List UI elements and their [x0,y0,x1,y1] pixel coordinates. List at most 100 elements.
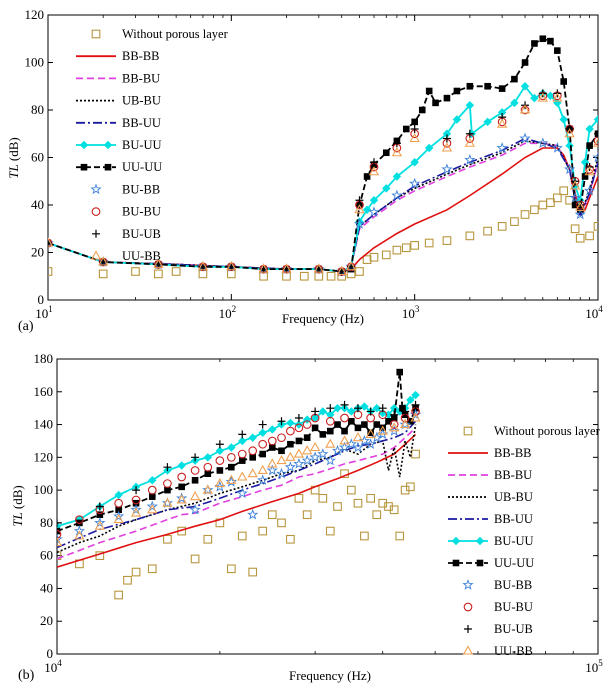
data-point-bu-uu [362,205,372,214]
data-point-bu-uu [530,93,539,103]
legend-label: BU-BU [494,600,533,614]
data-point-bu-ub [392,139,401,148]
data-point-bu-uu [392,172,402,181]
y-tick-label: 100 [25,55,45,70]
data-point-without-porous-layer [294,493,304,503]
data-point-bu-ub [465,129,474,138]
data-point-bu-uu [483,117,492,127]
data-point-without-porous-layer [286,534,295,544]
data-point-uu-bb [575,201,586,211]
y-axis-label-unit: (dB) [6,137,21,164]
data-point-uu-bb [309,441,321,452]
legend-swatch-marker [90,183,102,195]
data-point-bu-bb [368,206,380,217]
data-point-bu-bb [284,461,296,472]
data-point-bu-bb [94,516,106,528]
series-line-bu-uu [48,84,598,273]
data-point-uu-bb [302,445,313,455]
data-point-without-porous-layer [530,205,539,215]
data-point-uu-bb [257,464,268,474]
legend-label: Without porous layer [494,424,601,438]
x-tick-base: 10 [35,306,48,321]
y-tick-label: 120 [34,449,54,464]
data-point-bu-bu [277,433,286,443]
data-point-without-porous-layer [552,193,562,203]
y-axis-label-symbol: TL [10,512,25,526]
data-point-uu-bb [584,166,595,176]
data-point-bu-ub [378,404,387,413]
data-point-bu-bu [147,485,157,495]
data-point-uu-bb [410,412,421,422]
data-point-uu-bb [464,137,475,147]
data-point-bu-bb [266,464,278,476]
data-point-bu-bb [146,500,158,512]
data-point-without-porous-layer [366,493,376,503]
data-point-bu-uu [510,98,519,108]
data-point-uu-uu [425,87,433,95]
x-tick-label: 104 [44,658,62,675]
data-point-bu-uu [382,184,391,193]
data-point-uu-uu [228,463,235,471]
data-point-bu-uu [114,490,123,500]
data-point-bu-bb [161,497,174,509]
data-point-without-porous-layer [497,222,507,231]
data-point-bu-ub [163,463,172,472]
data-point-bu-bu [131,495,141,505]
data-point-uu-uu [341,427,348,435]
data-point-bu-uu [465,101,475,110]
data-point-uu-uu [484,82,491,90]
data-point-without-porous-layer [237,531,247,541]
data-point-bu-uu [347,407,356,416]
legend-label: BB-BB [494,446,532,460]
data-point-bu-bb [236,487,248,499]
legend-label: BB-BU [494,468,532,482]
data-point-bu-uu [215,446,225,455]
data-point-without-porous-layer [346,485,356,495]
data-point-without-porous-layer [360,531,369,541]
legend-label: UU-BB [494,644,533,658]
data-point-uu-bb [189,491,201,501]
data-point-uu-uu [191,476,199,484]
data-point-uu-uu [521,59,529,66]
data-point-bu-ub [355,196,364,205]
data-point-bu-uu [410,158,419,167]
data-point-bu-ub [366,407,375,416]
data-point-bu-uu [326,410,335,419]
legend-item-bb-uu: BB-UU [76,116,161,130]
data-point-uu-uu [554,47,561,54]
data-point-uu-bb [258,263,269,273]
data-point-uu-bb [519,104,531,114]
data-point-bu-ub [132,486,141,495]
data-point-without-porous-layer [302,510,312,520]
data-point-uu-uu [539,35,547,43]
data-point-bu-bb [293,457,305,469]
data-point-bu-bb [464,153,476,165]
legend-label: BU-BU [122,205,161,219]
data-point-bu-bu [325,416,335,426]
data-point-bu-ub [411,400,420,409]
legend-item-without-porous-layer: Without porous layer [91,27,229,41]
series-ub-bu [48,140,598,273]
x-tick-base: 10 [585,306,598,321]
y-axis-label: TL (dB) [10,485,25,527]
legend-swatch-marker [452,559,460,567]
x-tick-label: 101 [35,304,53,321]
data-point-bu-bb [496,142,508,153]
data-point-without-porous-layer [267,510,277,520]
data-point-uu-uu [581,173,589,180]
legend: Without porous layer BB-BB BB-BU UB-BU BB-UU… [76,27,229,263]
data-point-bu-bb [537,137,549,149]
data-point-bu-ub [401,407,410,416]
data-point-uu-bb [293,448,305,458]
data-point-bu-uu [248,433,257,442]
y-tick-label: 60 [40,548,53,563]
series-ub-bu [57,424,417,554]
data-point-bu-ub [326,404,335,413]
series-bu-bb [57,408,422,545]
data-point-without-porous-layer [401,243,411,253]
data-point-uu-bb [48,237,54,247]
data-point-uu-uu [216,467,224,474]
data-point-without-porous-layer [538,200,548,210]
y-tick-label: 40 [31,197,44,212]
legend-swatch-marker [463,602,473,612]
